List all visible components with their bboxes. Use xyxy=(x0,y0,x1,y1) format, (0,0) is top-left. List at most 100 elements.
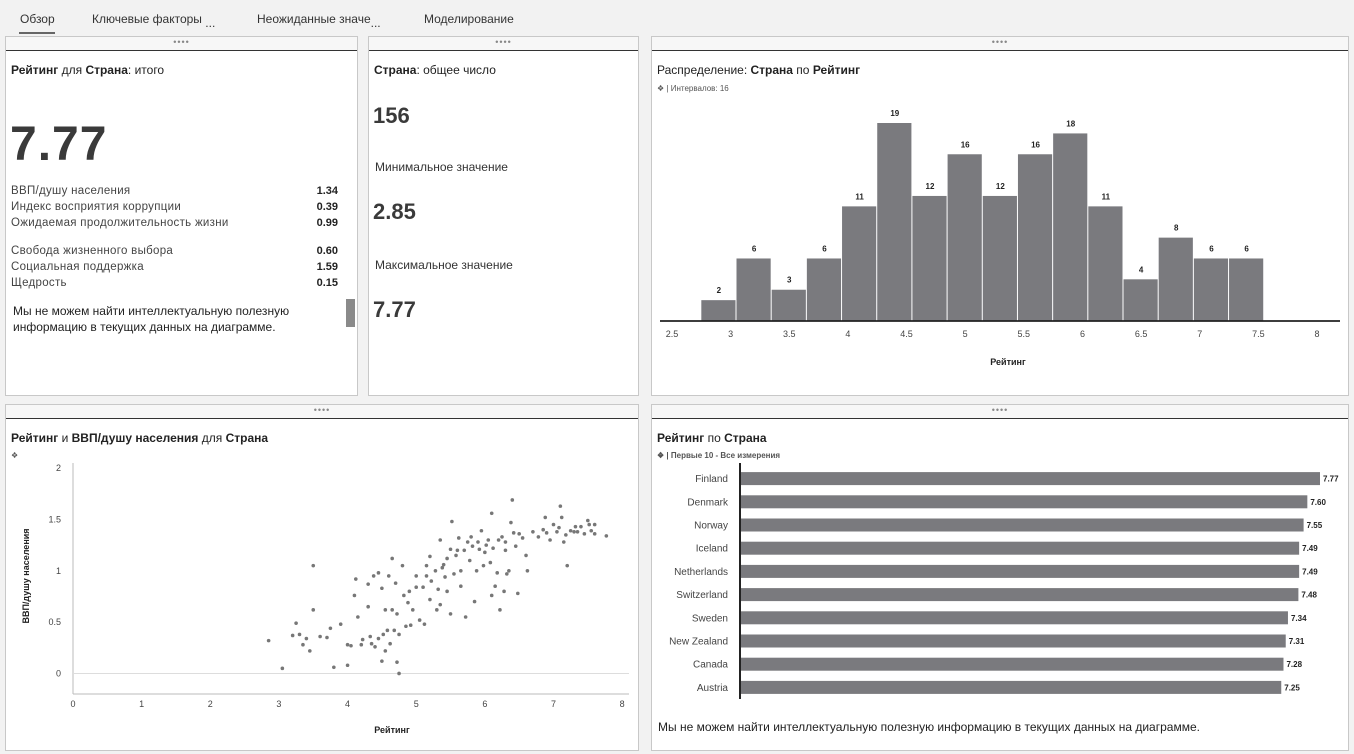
top-countries-bar-chart: Finland 7.77 Denmark 7.60 Norway 7.55 Iceland 7… xyxy=(669,463,1339,699)
title-measure: Рейтинг xyxy=(11,431,59,445)
scatter-point xyxy=(582,532,587,536)
scatter-point xyxy=(543,515,548,520)
scatter-point xyxy=(410,608,415,612)
tab-overflow-ellipsis: ... xyxy=(370,16,381,30)
panel-drag-handle[interactable]: •••• xyxy=(6,37,357,51)
country-bar xyxy=(741,518,1304,532)
category-label: Finland xyxy=(695,474,728,485)
scatter-point xyxy=(383,608,388,612)
scatter-point xyxy=(455,548,460,553)
title-dimension: Страна xyxy=(374,63,417,77)
scatter-point xyxy=(573,524,578,529)
scatter-point xyxy=(441,562,446,567)
scatter-point xyxy=(280,666,285,671)
y-tick-label: 0 xyxy=(56,668,61,678)
histogram-bar xyxy=(1158,237,1193,321)
scatter-point xyxy=(400,563,405,568)
bar-data-label: 4 xyxy=(1139,265,1144,274)
bar-data-label: 7.48 xyxy=(1301,591,1317,600)
scatter-point xyxy=(308,649,312,653)
panel-title: Рейтинг по Страна xyxy=(657,431,767,445)
scatter-point xyxy=(318,634,322,639)
x-tick-label: 5.5 xyxy=(1018,329,1031,339)
y-tick-label: 0.5 xyxy=(48,617,61,627)
histogram-bar xyxy=(982,195,1017,321)
panel-rating-total: •••• Рейтинг для Страна: итого 7.77 ВВП/… xyxy=(5,36,358,396)
panel-drag-handle[interactable]: •••• xyxy=(369,37,638,51)
bar-data-label: 2 xyxy=(717,286,722,295)
category-label: Austria xyxy=(697,683,729,694)
scatter-point xyxy=(493,584,497,588)
scatter-point xyxy=(479,528,484,533)
bar-data-label: 12 xyxy=(926,182,935,191)
scatter-point xyxy=(516,591,520,596)
panel-country-count: •••• Страна: общее число 156 Минимальное… xyxy=(368,36,639,396)
scatter-point xyxy=(406,600,410,605)
x-tick-label: 7.5 xyxy=(1252,329,1265,339)
scatter-point xyxy=(448,547,453,552)
scatter-point xyxy=(488,560,493,565)
scatter-point xyxy=(454,553,458,558)
category-label: New Zealand xyxy=(669,637,728,648)
scatter-point xyxy=(536,535,541,539)
panel-drag-handle[interactable]: •••• xyxy=(6,405,638,419)
country-bar xyxy=(741,588,1299,602)
scatter-point xyxy=(429,579,434,583)
bar-data-label: 6 xyxy=(1244,244,1249,253)
scatter-point xyxy=(544,531,549,535)
scatter-point xyxy=(557,525,561,530)
tab-overview[interactable]: Обзор xyxy=(20,12,55,26)
scatter-point xyxy=(301,642,305,647)
panel-drag-handle[interactable]: •••• xyxy=(652,405,1348,419)
scatter-point xyxy=(592,522,597,527)
title-dimension: Страна xyxy=(85,63,128,77)
x-tick-label: 5 xyxy=(963,329,968,339)
scatter-point xyxy=(380,659,384,663)
tab-modeling[interactable]: Моделирование xyxy=(424,12,514,26)
title-text: по xyxy=(704,431,725,445)
x-tick-label: 4 xyxy=(345,699,350,709)
scatter-point xyxy=(368,634,373,639)
max-value: 7.77 xyxy=(373,297,416,322)
scatter-point xyxy=(383,649,388,653)
scatter-point xyxy=(433,569,438,573)
scatter-point xyxy=(456,536,461,540)
bar-data-label: 6 xyxy=(1209,244,1214,253)
tab-label: Обзор xyxy=(20,12,55,26)
scatter-point xyxy=(304,636,309,641)
scatter-point xyxy=(381,632,386,637)
scatter-point xyxy=(472,599,477,604)
panel-subtitle: ❖ xyxy=(11,451,18,460)
scatter-point xyxy=(392,628,397,633)
scatter-point xyxy=(511,531,516,535)
tab-key-factors[interactable]: Ключевые факторы ... xyxy=(92,12,215,30)
panel-drag-handle[interactable]: •••• xyxy=(652,37,1348,51)
histogram-chart: 2 6 3 6 11 19 12 16 12 16 18 11 4 8 6 6 2.5 3 3.5 4 4.5 5 5.5 6… xyxy=(660,109,1340,367)
panel-top-countries: •••• Рейтинг по Страна ❖ | Первые 10 - В… xyxy=(651,404,1349,751)
insight-note: Мы не можем найти интеллектуальную полез… xyxy=(13,304,290,334)
country-bar xyxy=(741,495,1308,509)
scatter-point xyxy=(450,519,454,524)
scatter-point xyxy=(417,618,422,622)
tab-unexpected-values[interactable]: Неожиданные значе... xyxy=(257,12,381,30)
category-label: Sweden xyxy=(692,613,728,624)
scatter-point xyxy=(561,540,566,544)
scatter-point xyxy=(467,558,472,563)
tab-overflow-ellipsis: ... xyxy=(205,16,216,30)
category-label: Canada xyxy=(693,660,728,671)
filter-label: | Первые 10 - Все измерения xyxy=(666,451,781,460)
scatter-point xyxy=(402,593,406,598)
x-tick-label: 3 xyxy=(276,699,281,709)
factor-value: 1.34 xyxy=(316,185,338,197)
scatter-point xyxy=(483,550,487,555)
scrollbar-thumb[interactable] xyxy=(346,299,355,327)
scatter-point xyxy=(586,518,590,523)
bar-data-label: 11 xyxy=(855,192,864,201)
scatter-point xyxy=(579,524,583,529)
scatter-point xyxy=(354,577,358,581)
scatter-point xyxy=(517,532,521,536)
x-tick-label: 6 xyxy=(482,699,487,709)
x-tick-label: 8 xyxy=(620,699,625,709)
tab-label: Неожиданные значе xyxy=(257,12,371,26)
x-tick-label: 3.5 xyxy=(783,329,796,339)
